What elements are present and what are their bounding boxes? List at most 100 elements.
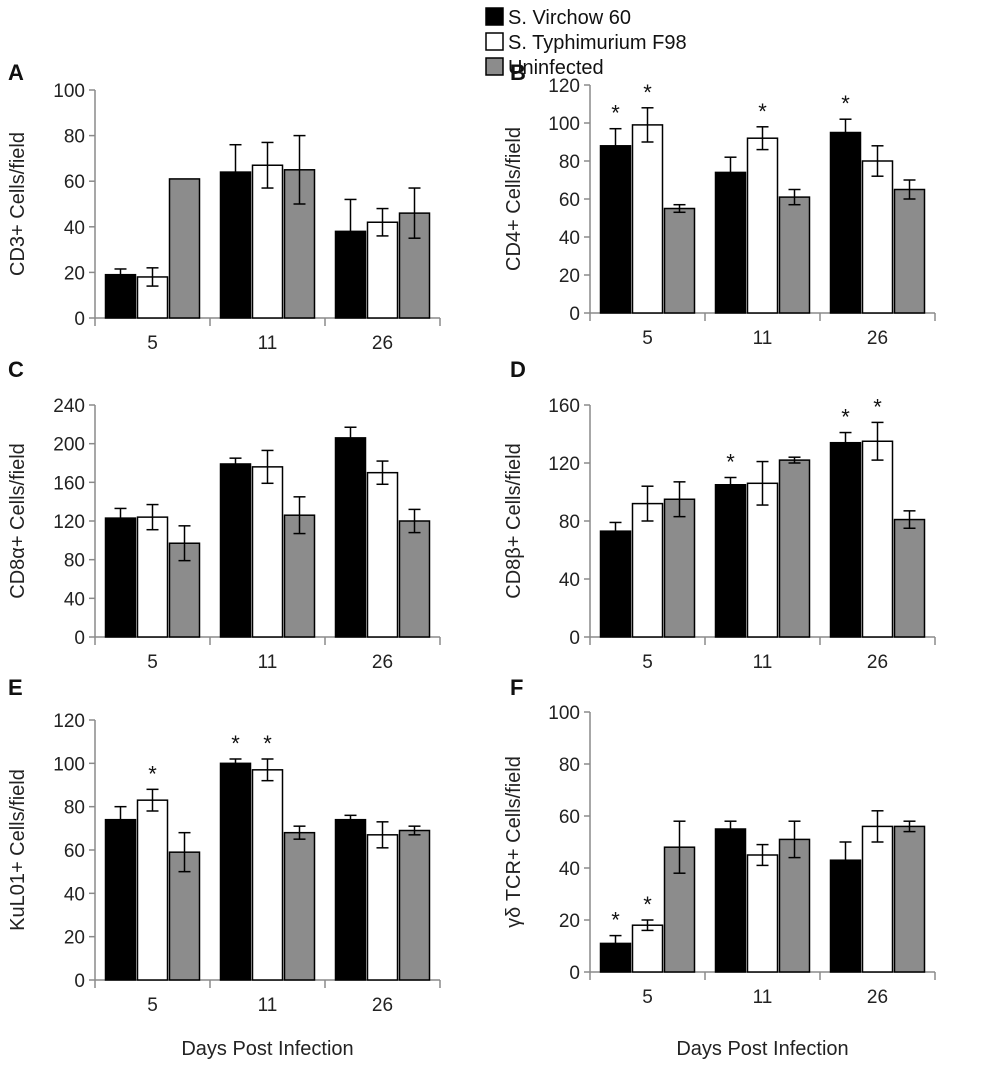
y-tick-label: 20 <box>559 266 580 287</box>
panel-f: Fγδ TCR+ Cells/field 0 20 40 60 80 100 5 11 26 * * D… <box>503 675 936 1060</box>
bar <box>631 924 664 973</box>
y-tick-label: 200 <box>53 435 85 456</box>
significance-star: * <box>726 450 735 475</box>
y-tick-label: 60 <box>559 807 580 828</box>
y-tick-label: 100 <box>53 754 85 775</box>
y-tick-label: 40 <box>64 589 85 610</box>
x-tick-label: 26 <box>372 995 393 1016</box>
x-tick-label: 11 <box>258 652 278 673</box>
panel-letter: B <box>510 60 526 85</box>
legend-label: S. Virchow 60 <box>508 7 631 29</box>
y-tick-label: 40 <box>559 570 580 591</box>
bar <box>829 131 862 314</box>
bar <box>829 441 862 638</box>
bar <box>366 471 399 638</box>
x-tick-label: 11 <box>753 652 773 673</box>
bar <box>861 440 894 638</box>
y-tick-label: 80 <box>559 755 580 776</box>
y-axis-title: KuL01+ Cells/field <box>7 769 29 931</box>
panel-letter: D <box>510 357 526 382</box>
y-tick-label: 60 <box>559 190 580 211</box>
x-tick-label: 11 <box>258 995 278 1016</box>
y-tick-label: 160 <box>53 473 85 494</box>
y-tick-label: 0 <box>569 304 580 325</box>
y-tick-label: 0 <box>569 963 580 984</box>
bar <box>746 137 779 314</box>
bar <box>136 799 169 981</box>
y-tick-label: 100 <box>548 703 580 724</box>
y-axis-title: γδ TCR+ Cells/field <box>503 756 525 928</box>
significance-star: * <box>611 908 620 933</box>
x-tick-label: 5 <box>147 333 158 354</box>
bar <box>251 466 284 638</box>
y-tick-label: 120 <box>548 76 580 97</box>
bar <box>861 825 894 973</box>
x-tick-label: 5 <box>147 652 158 673</box>
panel-letter: E <box>8 675 23 700</box>
y-tick-label: 20 <box>64 263 85 284</box>
y-tick-label: 80 <box>559 512 580 533</box>
x-tick-label: 26 <box>372 652 393 673</box>
y-tick-label: 80 <box>64 127 85 148</box>
bar <box>251 164 284 319</box>
x-axis-title: Days Post Infection <box>181 1038 353 1060</box>
y-tick-label: 120 <box>53 711 85 732</box>
x-tick-label: 11 <box>753 328 773 349</box>
y-tick-label: 20 <box>64 928 85 949</box>
x-tick-label: 5 <box>642 652 653 673</box>
panel-b: B CD4+ Cells/field 0 20 40 60 80 100 120 5 11 26 * * *… <box>503 60 936 349</box>
significance-star: * <box>263 731 272 756</box>
y-tick-label: 120 <box>53 512 85 533</box>
bar <box>334 437 367 638</box>
panel-letter: A <box>8 60 24 85</box>
bar <box>366 834 399 981</box>
bar <box>334 818 367 981</box>
significance-star: * <box>148 761 157 786</box>
bar <box>104 818 137 981</box>
bar <box>136 516 169 638</box>
bar <box>104 517 137 638</box>
y-tick-label: 160 <box>548 396 580 417</box>
y-axis-title: CD8β+ Cells/field <box>503 443 525 598</box>
significance-star: * <box>611 101 620 126</box>
y-tick-label: 100 <box>548 114 580 135</box>
bar <box>599 145 632 314</box>
bar <box>398 520 431 638</box>
x-tick-label: 26 <box>372 333 393 354</box>
significance-star: * <box>873 394 882 419</box>
bar <box>631 124 664 314</box>
bar <box>283 514 316 638</box>
bar <box>746 854 779 973</box>
x-axis-title: Days Post Infection <box>676 1038 848 1060</box>
significance-star: * <box>643 892 652 917</box>
bar <box>714 484 747 638</box>
bar <box>778 838 811 973</box>
bar <box>219 463 252 638</box>
panel-e: E KuL01+ Cells/field 0 20 40 60 80 100 120 5 11 26 *… <box>7 675 441 1060</box>
bar <box>104 273 137 319</box>
legend-label: Uninfected <box>508 57 604 79</box>
y-tick-label: 100 <box>53 81 85 102</box>
y-tick-label: 20 <box>559 911 580 932</box>
x-tick-label: 11 <box>753 987 773 1008</box>
panel-a: A CD3+ Cells/field 0 20 40 60 80 100 5 11 26 <box>7 60 441 354</box>
bar <box>663 207 696 314</box>
bar <box>599 530 632 638</box>
legend-label: S. Typhimurium F98 <box>508 32 687 54</box>
y-tick-label: 0 <box>74 971 85 992</box>
bar <box>778 196 811 314</box>
bar <box>893 518 926 638</box>
x-tick-label: 5 <box>147 995 158 1016</box>
y-tick-label: 0 <box>74 309 85 330</box>
bar <box>219 762 252 981</box>
y-axis-title: CD3+ Cells/field <box>7 132 29 276</box>
y-tick-label: 80 <box>64 551 85 572</box>
x-tick-label: 5 <box>642 328 653 349</box>
legend-swatch <box>485 57 504 76</box>
legend-item: S. Typhimurium F98 <box>485 32 687 54</box>
bar <box>746 482 779 638</box>
bar <box>663 498 696 638</box>
bar <box>893 825 926 973</box>
bar <box>893 188 926 314</box>
